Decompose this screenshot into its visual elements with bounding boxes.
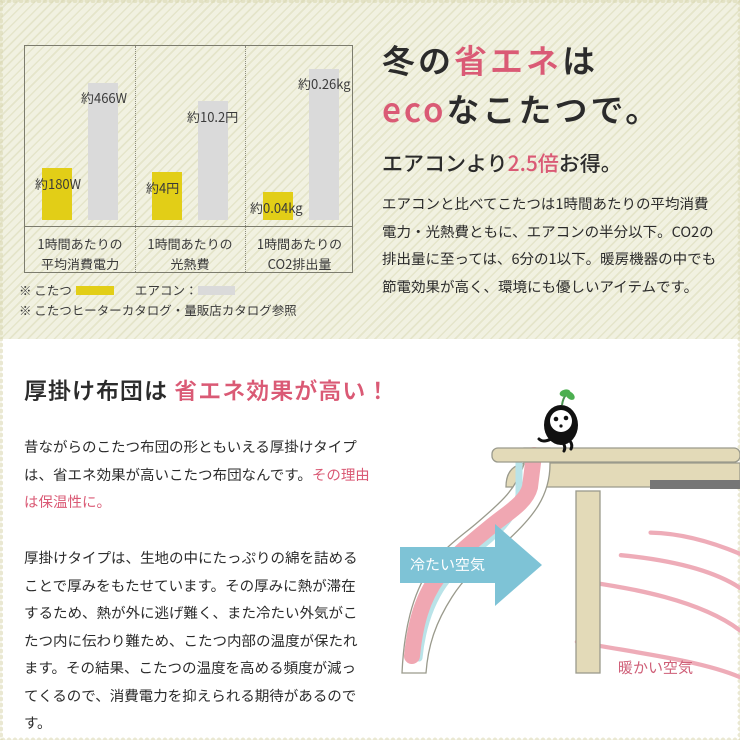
svg-text:冷たい空気: 冷たい空気 [410,554,485,575]
svg-text:暖かい空気: 暖かい空気 [618,657,693,678]
